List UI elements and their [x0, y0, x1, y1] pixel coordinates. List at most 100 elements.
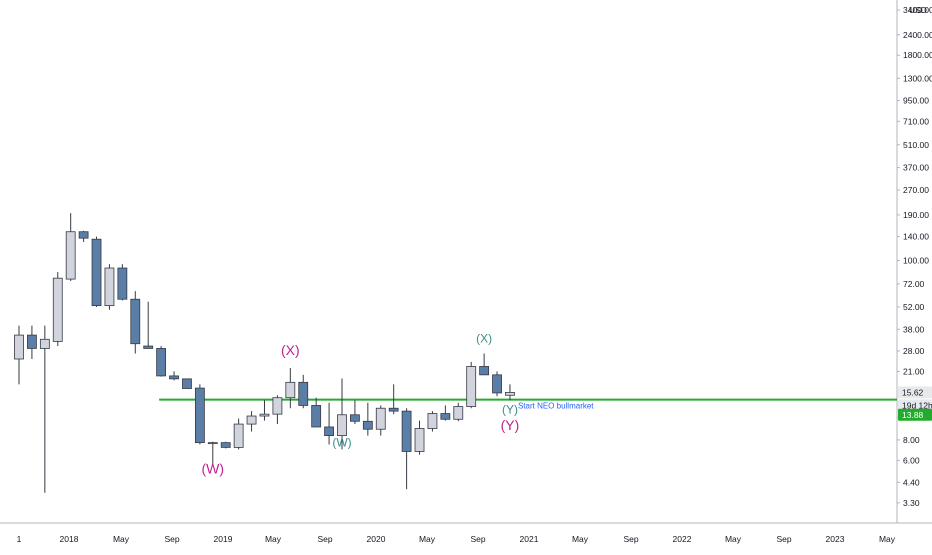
- candle-body: [91, 238, 102, 307]
- candles-group[interactable]: [14, 213, 515, 493]
- wave-labels-group: (W) (X) (W) (X) (Y)(Y): [202, 332, 520, 477]
- candle[interactable]: [52, 272, 63, 347]
- candle-body: [427, 413, 438, 429]
- time-tick-label: May: [113, 534, 130, 544]
- candle[interactable]: [453, 402, 464, 422]
- time-tick-label: 1: [17, 534, 22, 544]
- candle-body: [324, 426, 334, 437]
- candle[interactable]: [272, 395, 283, 425]
- candle-body: [194, 387, 205, 444]
- candle[interactable]: [194, 384, 205, 445]
- candle-body: [479, 366, 490, 376]
- candle-body: [453, 406, 464, 420]
- candle[interactable]: [324, 402, 334, 445]
- price-tick-label: 28.00: [903, 346, 925, 356]
- candle[interactable]: [479, 353, 490, 376]
- price-badge-text: 13.88: [902, 410, 924, 420]
- candle[interactable]: [156, 346, 167, 377]
- candle[interactable]: [65, 213, 76, 281]
- candle[interactable]: [311, 397, 322, 428]
- price-tick-label: 3.30: [903, 498, 920, 508]
- candle[interactable]: [220, 441, 231, 449]
- candle-body: [233, 423, 244, 448]
- candle[interactable]: [117, 264, 128, 301]
- candle[interactable]: [505, 384, 515, 401]
- price-tick-label: 6.00: [903, 455, 920, 465]
- candle-body: [78, 231, 89, 239]
- price-badge-text: 15.62: [902, 387, 924, 397]
- price-tick-label: 2400.00: [903, 30, 932, 40]
- candle-body: [65, 231, 76, 280]
- time-tick-label: May: [572, 534, 589, 544]
- candle-body: [207, 442, 218, 445]
- candle-body: [362, 420, 373, 430]
- time-tick-label: Sep: [776, 534, 791, 544]
- time-axis[interactable]: 1 2018 May Sep 2019 May Sep 2020 May Sep 2021 May Se…: [17, 534, 896, 544]
- candle-body: [350, 414, 360, 422]
- price-tick-label: 140.00: [903, 232, 929, 242]
- price-badge: 19d 12h: [898, 399, 932, 412]
- candle-body: [143, 345, 154, 349]
- time-tick-label: 2019: [214, 534, 233, 544]
- candle-body: [466, 366, 477, 407]
- candle-body: [246, 415, 257, 425]
- candle[interactable]: [388, 384, 399, 415]
- axis-lines: [0, 0, 932, 524]
- candle[interactable]: [259, 400, 270, 421]
- candle[interactable]: [427, 411, 438, 432]
- candle-body: [156, 348, 167, 377]
- candle[interactable]: [414, 420, 425, 455]
- candle[interactable]: [375, 405, 386, 436]
- candle[interactable]: [78, 230, 89, 242]
- candle[interactable]: [182, 378, 192, 389]
- price-badge: 15.62: [898, 386, 932, 399]
- time-tick-label: 2020: [367, 534, 386, 544]
- candle[interactable]: [285, 368, 296, 409]
- candle[interactable]: [130, 291, 141, 354]
- candle-body: [311, 405, 322, 428]
- candle[interactable]: [104, 264, 115, 310]
- price-tick-label: 21.00: [903, 366, 925, 376]
- candle[interactable]: [14, 325, 24, 385]
- candle[interactable]: [401, 408, 412, 490]
- time-tick-label: May: [725, 534, 742, 544]
- candle[interactable]: [350, 400, 360, 425]
- candle[interactable]: [27, 325, 37, 359]
- time-tick-label: Sep: [164, 534, 179, 544]
- candle[interactable]: [246, 411, 257, 432]
- candle-body: [52, 277, 63, 342]
- candle-body: [272, 397, 283, 415]
- wave-label: (X): [476, 332, 492, 346]
- price-tick-label: 1800.00: [903, 50, 932, 60]
- candle[interactable]: [169, 371, 179, 381]
- candle-body: [492, 374, 502, 394]
- candle[interactable]: [492, 371, 502, 397]
- candle-body: [169, 375, 179, 380]
- candle[interactable]: [298, 374, 309, 409]
- candle[interactable]: [337, 378, 347, 450]
- candle-body: [414, 428, 425, 452]
- candle[interactable]: [207, 441, 218, 465]
- candle-body: [39, 338, 50, 349]
- price-axis[interactable]: 3.304.406.008.0011.0021.0028.0038.0052.0…: [897, 5, 932, 508]
- wave-label: (W): [332, 435, 351, 449]
- price-badge-text: 19d 12h: [902, 400, 932, 410]
- candle[interactable]: [39, 325, 50, 493]
- candle-body: [285, 381, 296, 399]
- candle[interactable]: [233, 418, 244, 450]
- candle-body: [117, 267, 128, 300]
- wave-label: (X): [281, 342, 300, 358]
- candle[interactable]: [466, 361, 477, 409]
- price-tick-label: 72.00: [903, 279, 925, 289]
- candle[interactable]: [440, 405, 451, 421]
- candle[interactable]: [143, 301, 154, 349]
- price-tick-label: 710.00: [903, 116, 929, 126]
- candle-body: [14, 334, 24, 360]
- candle[interactable]: [362, 402, 373, 436]
- candle[interactable]: [91, 236, 102, 307]
- time-tick-label: Sep: [317, 534, 332, 544]
- price-tick-label: 52.00: [903, 302, 925, 312]
